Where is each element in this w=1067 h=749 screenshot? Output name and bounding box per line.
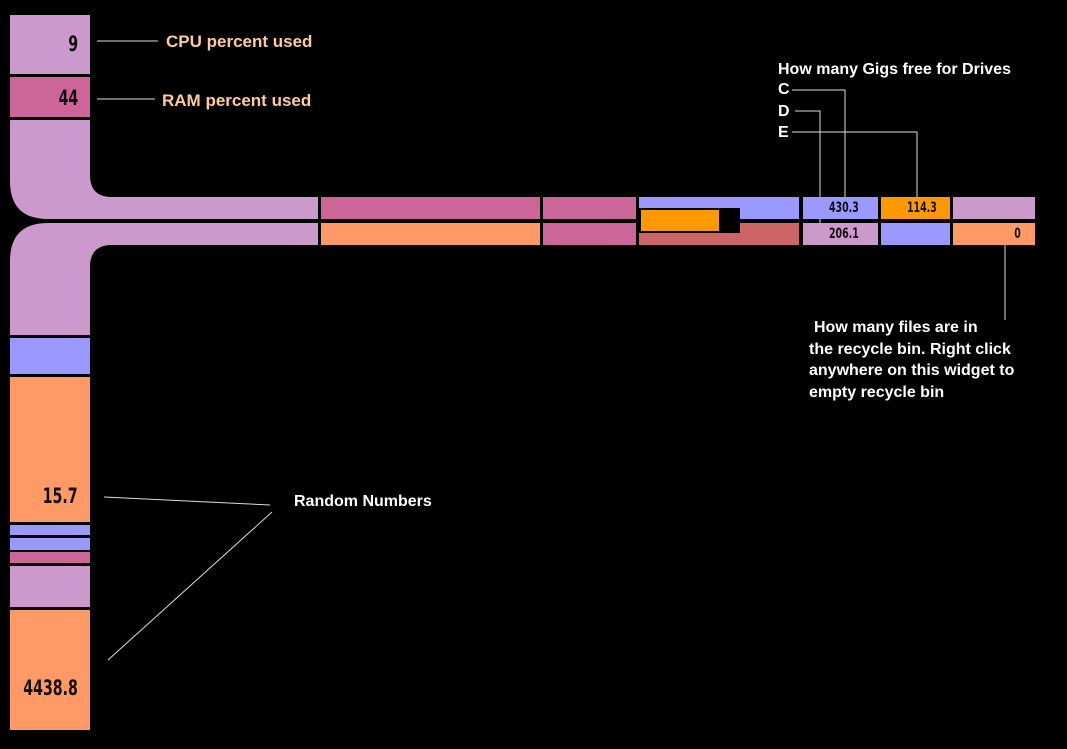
drive-d-value: 206.1 [829,226,859,242]
column-segment-blue-2[interactable] [10,525,90,535]
bar-segment[interactable] [321,197,540,219]
description-line: anywhere on this widget to [809,362,1015,379]
drive-c-block[interactable]: 430.3 [803,197,878,219]
drive-d-label: D [778,103,790,120]
drive-e-value: 114.3 [907,200,937,216]
recycle-bin-description: How many files are in the recycle bin. R… [809,317,1014,403]
cpu-value: 9 [68,32,78,56]
drive-e-block[interactable]: 114.3 [881,197,950,219]
cpu-label: CPU percent used [166,32,313,51]
random-value-2: 4438.8 [23,676,78,700]
top-elbow [10,120,318,219]
column-segment-pink[interactable] [10,552,90,563]
recycle-bin-block[interactable]: 0 [953,223,1035,245]
column-segment-blue[interactable] [10,338,90,374]
drives-title: How many Gigs free for Drives [778,61,1011,78]
random-value-1: 15.7 [43,484,78,508]
random-numbers-label: Random Numbers [294,493,432,510]
random-number-block-2[interactable]: 4438.8 [10,610,90,730]
column-segment-lilac[interactable] [10,566,90,607]
bottom-elbow [10,223,318,335]
description-line: empty recycle bin [809,383,945,401]
bar-segment[interactable] [321,223,540,245]
meter-frame [639,208,740,233]
ram-block[interactable]: 44 [10,77,90,117]
bar-segment[interactable] [881,223,950,245]
drive-c-label: C [778,81,790,98]
drive-c-value: 430.3 [829,200,859,216]
bar-segment[interactable] [543,197,636,219]
meter-fill [641,210,719,231]
recycle-bin-count: 0 [1014,226,1021,242]
ram-label: RAM percent used [162,91,312,110]
drive-e-label: E [778,124,789,141]
bar-segment[interactable] [543,223,636,245]
description-line: How many files are in [814,319,978,336]
bar-segment[interactable] [953,197,1035,219]
cpu-block[interactable]: 9 [10,15,90,74]
description-line: the recycle bin. Right click [809,340,1011,358]
random-number-block-1[interactable]: 15.7 [10,377,90,522]
column-segment-blue-3[interactable] [10,538,90,550]
ram-value: 44 [58,86,78,110]
drive-d-block[interactable]: 206.1 [803,223,878,245]
